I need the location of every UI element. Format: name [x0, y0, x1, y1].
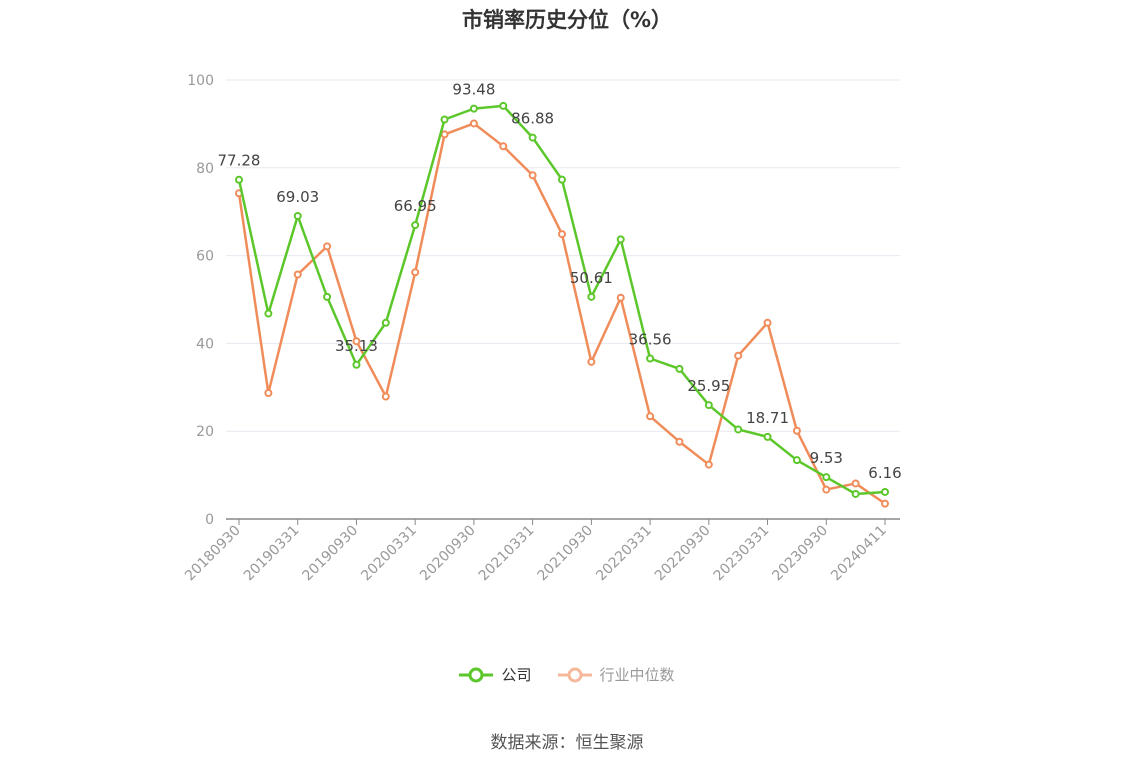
- x-tick-label: 20220930: [652, 523, 714, 585]
- data-point-company: [792, 456, 801, 465]
- data-point-industry: [499, 142, 508, 151]
- data-label: 6.16: [868, 464, 901, 482]
- data-label: 36.56: [629, 331, 672, 349]
- x-tick-label: 20200331: [358, 523, 420, 585]
- data-point-industry: [792, 426, 801, 435]
- data-point-company: [440, 115, 449, 124]
- x-tick-label: 20230930: [769, 523, 831, 585]
- data-point-company: [411, 221, 420, 230]
- x-tick-label: 20190331: [241, 523, 303, 585]
- data-label: 69.03: [276, 188, 319, 206]
- x-tick-label: 20180930: [182, 523, 244, 585]
- y-tick-label: 0: [205, 512, 214, 528]
- data-point-company: [558, 175, 566, 184]
- y-tick-label: 100: [187, 73, 214, 89]
- legend-item-company[interactable]: 公司: [459, 664, 532, 685]
- data-point-industry: [675, 437, 684, 446]
- data-label: 25.95: [687, 377, 730, 395]
- x-tick-label: 20210930: [534, 523, 596, 585]
- y-tick-label: 60: [196, 249, 214, 265]
- data-label: 50.61: [570, 269, 613, 287]
- x-tick-label: 20220331: [593, 523, 655, 585]
- y-tick-label: 40: [196, 336, 214, 352]
- data-point-company: [323, 292, 332, 301]
- data-point-industry: [411, 268, 420, 277]
- data-point-company: [235, 175, 243, 184]
- data-label: 86.88: [511, 110, 554, 128]
- data-point-industry: [323, 242, 332, 251]
- x-tick-label: 20240411: [828, 523, 890, 585]
- legend-marker-company: [459, 667, 494, 682]
- data-point-industry: [528, 171, 537, 180]
- data-point-company: [763, 432, 772, 441]
- data-point-company: [264, 309, 273, 318]
- data-point-industry: [763, 318, 772, 327]
- legend: 公司 行业中位数: [0, 664, 1134, 685]
- data-point-industry: [264, 389, 273, 398]
- data-point-company: [881, 487, 889, 496]
- data-point-industry: [881, 499, 889, 508]
- series-line-company: [237, 104, 886, 496]
- data-point-company: [704, 401, 713, 410]
- data-label: 93.48: [452, 81, 495, 99]
- data-point-industry: [646, 412, 655, 421]
- x-tick-label: 20210331: [476, 523, 538, 585]
- data-point-industry: [558, 230, 566, 239]
- data-point-industry: [587, 357, 596, 366]
- data-label: 35.13: [335, 337, 378, 355]
- x-tick-label: 20200930: [417, 523, 479, 585]
- data-point-company: [616, 235, 625, 244]
- chart-title: 市销率历史分位（%）: [461, 8, 673, 32]
- data-point-company: [499, 101, 508, 110]
- data-point-company: [469, 104, 478, 113]
- data-point-company: [352, 360, 361, 369]
- data-point-company: [293, 211, 302, 220]
- data-label: 66.95: [394, 197, 437, 215]
- data-point-industry: [734, 351, 743, 360]
- data-label: 18.71: [746, 409, 789, 427]
- data-point-industry: [293, 270, 302, 279]
- data-point-industry: [469, 119, 478, 128]
- data-point-company: [381, 318, 390, 327]
- data-point-industry: [851, 479, 860, 488]
- data-point-industry: [822, 485, 831, 494]
- data-point-company: [587, 292, 596, 301]
- legend-label-industry: 行业中位数: [599, 666, 675, 684]
- legend-marker-industry: [557, 667, 592, 682]
- data-point-industry: [352, 337, 361, 346]
- data-point-company: [734, 425, 743, 434]
- x-tick-label: 20190930: [300, 523, 362, 585]
- data-label: 77.28: [218, 152, 261, 170]
- data-point-company: [646, 354, 655, 363]
- data-source: 数据来源：恒生聚源: [490, 733, 644, 753]
- data-point-industry: [616, 293, 625, 302]
- data-point-industry: [704, 460, 713, 469]
- legend-item-industry[interactable]: 行业中位数: [557, 664, 675, 685]
- y-tick-label: 20: [196, 424, 214, 440]
- data-point-company: [851, 489, 860, 498]
- data-point-company: [528, 133, 537, 142]
- y-tick-label: 80: [196, 161, 214, 177]
- legend-label-company: 公司: [501, 666, 532, 684]
- data-point-company: [822, 473, 831, 482]
- data-point-industry: [381, 392, 390, 401]
- data-point-company: [675, 364, 684, 373]
- data-point-industry: [440, 130, 449, 139]
- data-label: 9.53: [810, 449, 843, 467]
- x-tick-label: 20230331: [711, 523, 773, 585]
